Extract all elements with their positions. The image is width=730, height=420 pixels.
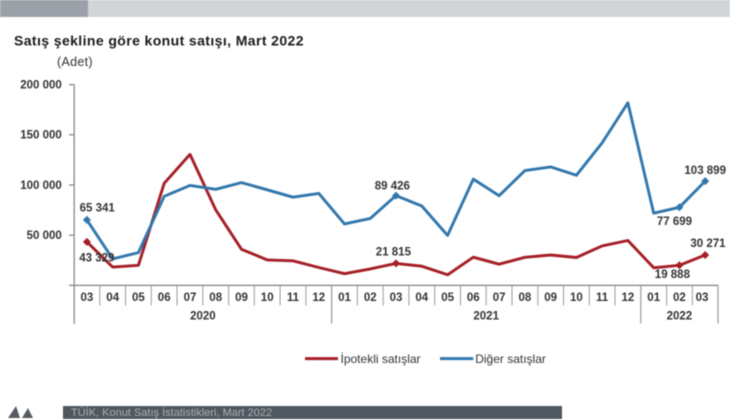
svg-text:03: 03: [696, 292, 709, 304]
svg-text:30 271: 30 271: [690, 238, 726, 250]
svg-text:08: 08: [209, 292, 222, 304]
svg-text:02: 02: [364, 292, 377, 304]
svg-text:03: 03: [81, 292, 94, 304]
svg-text:150 000: 150 000: [20, 130, 62, 142]
svg-text:04: 04: [106, 292, 119, 304]
svg-text:43 329: 43 329: [79, 252, 114, 264]
svg-text:65 341: 65 341: [80, 202, 116, 214]
svg-text:09: 09: [544, 292, 557, 304]
svg-text:05: 05: [132, 292, 145, 304]
svg-text:2021: 2021: [473, 310, 499, 322]
svg-text:09: 09: [235, 292, 248, 304]
svg-text:01: 01: [338, 292, 351, 304]
svg-text:2020: 2020: [190, 310, 216, 322]
svg-text:2022: 2022: [667, 310, 693, 322]
svg-text:İpotekli satışlar: İpotekli satışlar: [341, 352, 421, 366]
svg-text:06: 06: [467, 292, 480, 304]
svg-text:03: 03: [390, 292, 403, 304]
svg-text:10: 10: [261, 292, 274, 304]
svg-text:(Adet): (Adet): [57, 55, 93, 69]
svg-text:12: 12: [622, 292, 635, 304]
svg-text:08: 08: [519, 292, 532, 304]
svg-text:12: 12: [312, 292, 325, 304]
svg-text:103 899: 103 899: [684, 165, 726, 177]
svg-text:04: 04: [415, 292, 428, 304]
svg-text:06: 06: [158, 292, 171, 304]
svg-text:77 699: 77 699: [657, 216, 692, 228]
svg-text:11: 11: [287, 292, 300, 304]
svg-text:200 000: 200 000: [20, 80, 62, 92]
svg-text:07: 07: [493, 292, 506, 304]
svg-text:01: 01: [647, 292, 660, 304]
svg-text:100 000: 100 000: [20, 180, 62, 192]
svg-text:21 815: 21 815: [376, 247, 412, 259]
svg-text:05: 05: [441, 292, 454, 304]
svg-text:07: 07: [184, 292, 197, 304]
svg-text:89 426: 89 426: [375, 180, 410, 192]
svg-text:TÜİK, Konut Satış İstatistikle: TÜİK, Konut Satış İstatistikleri, Mart 2…: [71, 406, 272, 419]
svg-text:02: 02: [673, 292, 686, 304]
svg-text:Diğer satışlar: Diğer satışlar: [475, 352, 546, 366]
svg-text:19 888: 19 888: [655, 269, 691, 281]
svg-text:Satış şekline göre konut satış: Satış şekline göre konut satışı, Mart 20…: [14, 33, 304, 49]
svg-text:10: 10: [570, 292, 583, 304]
svg-text:50 000: 50 000: [27, 230, 62, 242]
svg-text:11: 11: [596, 292, 609, 304]
